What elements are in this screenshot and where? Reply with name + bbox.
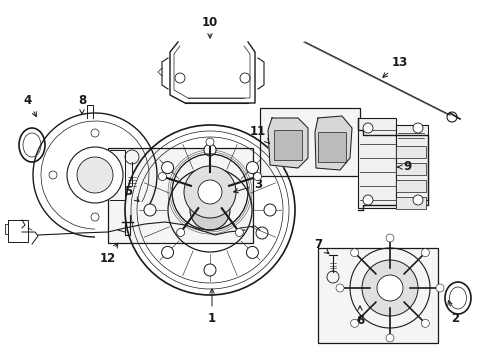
Text: 8: 8 [78,94,86,114]
Bar [395,197,425,209]
Bar [395,146,425,158]
Bar [395,125,427,200]
Circle shape [350,249,358,257]
Circle shape [205,138,214,146]
Circle shape [376,275,402,301]
Circle shape [412,195,422,205]
Bar [317,132,346,162]
Circle shape [253,172,261,181]
Circle shape [412,123,422,133]
Circle shape [161,247,173,258]
Text: 9: 9 [397,161,411,174]
Text: 4: 4 [24,94,36,117]
Circle shape [143,204,156,216]
Bar [273,130,302,160]
Bar [8,220,28,242]
Text: 12: 12 [100,243,118,265]
Text: 2: 2 [447,301,458,324]
Circle shape [176,229,184,237]
Circle shape [198,180,222,204]
Circle shape [435,284,443,292]
Circle shape [361,260,417,316]
Circle shape [246,162,258,174]
Circle shape [421,319,428,327]
Circle shape [67,147,123,203]
Text: 3: 3 [233,179,262,193]
Bar [260,108,359,176]
Text: 10: 10 [202,15,218,38]
Bar [357,118,395,208]
Circle shape [335,284,343,292]
Bar [317,248,437,343]
Text: 13: 13 [382,55,407,77]
Circle shape [77,157,113,193]
Text: 7: 7 [313,238,328,253]
Circle shape [91,129,99,137]
Circle shape [183,166,236,218]
Circle shape [203,144,216,156]
Circle shape [235,229,243,237]
Polygon shape [314,116,351,170]
Bar [395,180,425,192]
Circle shape [362,195,372,205]
Circle shape [385,334,393,342]
Bar [395,163,425,175]
Circle shape [421,249,428,257]
Text: 11: 11 [249,126,269,143]
Bar [108,148,252,243]
Circle shape [190,190,229,230]
Text: 5: 5 [123,185,139,202]
Circle shape [350,319,358,327]
Circle shape [362,123,372,133]
Polygon shape [267,118,307,168]
Circle shape [49,171,57,179]
Circle shape [264,204,275,216]
Text: 6: 6 [355,306,364,327]
Circle shape [158,172,166,181]
Circle shape [246,247,258,258]
Circle shape [161,162,173,174]
Text: 1: 1 [207,289,216,324]
Circle shape [385,234,393,242]
Circle shape [91,213,99,221]
Circle shape [203,264,216,276]
